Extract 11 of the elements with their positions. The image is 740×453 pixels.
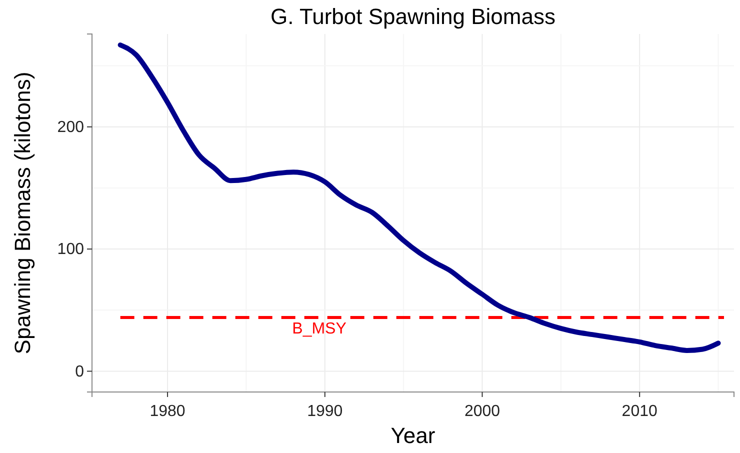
x-tick-label: 2000 bbox=[464, 403, 500, 420]
y-tick-label: 0 bbox=[75, 363, 84, 380]
y-axis-title: Spawning Biomass (kilotons) bbox=[10, 72, 35, 354]
ref-line-label: B_MSY bbox=[292, 320, 347, 338]
x-tick-label: 1990 bbox=[307, 403, 343, 420]
y-tick-label: 100 bbox=[57, 241, 84, 258]
x-tick-label: 2010 bbox=[622, 403, 658, 420]
y-tick-label: 200 bbox=[57, 118, 84, 136]
x-axis-title: Year bbox=[390, 423, 436, 448]
x-tick-label: 1980 bbox=[150, 403, 186, 420]
chart-title: G. Turbot Spawning Biomass bbox=[270, 4, 556, 29]
